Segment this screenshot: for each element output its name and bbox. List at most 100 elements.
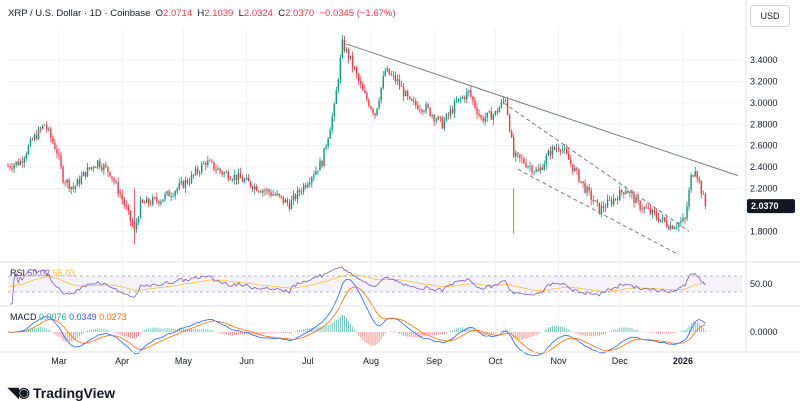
candle-body: [258, 191, 259, 192]
candle-body: [207, 161, 208, 166]
macd-hist-bar: [277, 332, 278, 333]
macd-hist-bar: [625, 327, 626, 332]
macd-hist-bar: [636, 330, 637, 332]
macd-hist-bar: [193, 329, 194, 332]
macd-hist-bar: [689, 326, 690, 332]
time-tick-label: 2026: [673, 356, 693, 366]
candle-body: [338, 80, 339, 91]
candle-body: [411, 99, 412, 101]
candle-body: [621, 190, 622, 192]
candle-body: [278, 194, 279, 196]
macd-hist-bar: [570, 331, 571, 332]
rsi-level-label: 50.00: [750, 279, 773, 289]
macd-hist-bar: [118, 332, 119, 335]
currency-button[interactable]: USD: [750, 5, 790, 27]
macd-hist-bar: [332, 323, 333, 332]
macd-hist-bar: [364, 332, 365, 342]
candle-body: [421, 110, 422, 112]
macd-hist-bar: [379, 332, 380, 342]
candle-body: [650, 209, 651, 214]
macd-hist-bar: [54, 332, 55, 334]
time-tick-label: Jul: [302, 356, 314, 366]
candle-body: [291, 200, 292, 209]
tradingview-logo[interactable]: ◥◉ TradingView: [8, 384, 115, 401]
candle-body: [256, 186, 257, 191]
candle-body: [321, 161, 322, 167]
macd-hist-bar: [438, 332, 439, 335]
candle-body: [181, 181, 182, 183]
candle-body: [95, 167, 96, 168]
candle-body: [648, 208, 649, 209]
candle-body: [325, 147, 326, 148]
symbol-title: XRP / U.S. Dollar · 1D · Coinbase: [8, 8, 150, 19]
macd-hist-bar: [148, 328, 149, 332]
macd-hist-bar: [191, 329, 192, 332]
candle-body: [136, 223, 137, 229]
candle-body: [593, 200, 594, 201]
candle-body: [236, 175, 237, 181]
candle-body: [356, 68, 357, 74]
macd-hist-bar: [517, 332, 518, 340]
time-tick-label: Aug: [363, 356, 379, 366]
macd-hist-bar: [656, 332, 657, 333]
candle-body: [26, 154, 27, 158]
macd-hist-bar: [50, 331, 51, 332]
candle-body: [293, 195, 294, 200]
macd-hist-bar: [348, 321, 349, 332]
macd-hist-bar: [138, 332, 139, 336]
price-tick-label: 2.4000: [750, 162, 778, 172]
candle-body: [697, 171, 698, 178]
candle-body: [305, 185, 306, 187]
macd-hist-bar: [38, 327, 39, 332]
macd-hist-bar: [362, 332, 363, 340]
candle-body: [466, 92, 467, 99]
candle-body: [633, 194, 634, 203]
candle-body: [435, 120, 436, 121]
macd-hist-bar: [281, 332, 282, 333]
candle-body: [342, 40, 343, 58]
macd-hist-bar: [122, 332, 123, 336]
macd-hist-bar: [676, 332, 677, 333]
macd-hist-bar: [534, 332, 535, 336]
candle-body: [672, 226, 673, 229]
macd-hist-bar: [456, 328, 457, 332]
macd-hist-bar: [130, 332, 131, 338]
macd-hist-bar: [222, 332, 223, 334]
candle-body: [242, 178, 243, 182]
candle-body: [307, 184, 308, 187]
macd-hist-bar: [513, 332, 514, 338]
macd-hist-bar: [660, 332, 661, 333]
candle-body: [415, 101, 416, 105]
candle-body: [660, 219, 661, 221]
candle-body: [684, 218, 685, 219]
macd-hist-bar: [350, 323, 351, 332]
candle-body: [30, 139, 31, 146]
candle-body: [260, 191, 261, 192]
candle-body: [474, 100, 475, 107]
macd-hist-bar: [599, 332, 600, 336]
candle-body: [177, 189, 178, 192]
candle-body: [205, 163, 206, 165]
candle-body: [44, 125, 45, 126]
candle-body: [417, 105, 418, 109]
candle-body: [323, 148, 324, 166]
candle-body: [250, 181, 251, 186]
candle-body: [81, 176, 82, 184]
candle-body: [452, 110, 453, 113]
macd-hist-bar: [623, 328, 624, 332]
candle-body: [427, 104, 428, 107]
candle-body: [160, 202, 161, 204]
candle-body: [276, 194, 277, 195]
candle-body: [446, 114, 447, 120]
macd-hist-bar: [289, 332, 290, 334]
price-tick-label: 2.8000: [750, 119, 778, 129]
candle-body: [576, 168, 577, 170]
candle-body: [511, 132, 512, 138]
candle-body: [440, 117, 441, 118]
macd-hist-bar: [530, 332, 531, 337]
candle-body: [179, 183, 180, 188]
macd-hist-bar: [167, 328, 168, 332]
macd-hist-bar: [560, 327, 561, 332]
candle-body: [54, 143, 55, 150]
